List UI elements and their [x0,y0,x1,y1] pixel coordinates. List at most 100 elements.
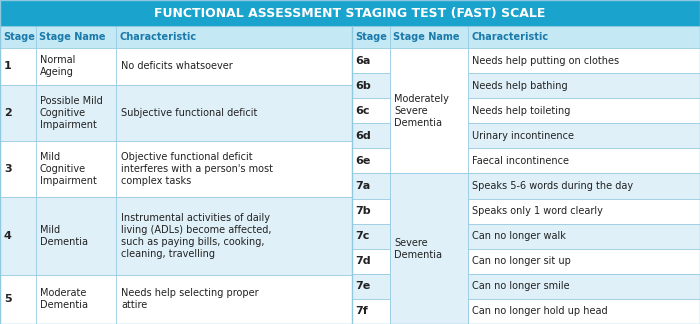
Text: 7f: 7f [355,307,368,317]
Bar [352,123,390,148]
Bar [0,0,700,26]
Text: 6d: 6d [355,131,371,141]
Bar [390,299,468,324]
Text: Characteristic: Characteristic [119,32,196,42]
Bar [0,141,36,197]
Text: Objective functional deficit
interferes with a person's most
complex tasks: Objective functional deficit interferes … [121,152,273,186]
Text: Instrumental activities of daily
living (ADLs) become affected,
such as paying b: Instrumental activities of daily living … [121,213,272,259]
Bar [390,199,468,224]
Bar [468,98,700,123]
Bar [468,73,700,98]
Text: Moderate
Dementia: Moderate Dementia [40,288,88,310]
Bar [36,197,116,275]
Bar [116,141,352,197]
Text: Can no longer walk: Can no longer walk [472,231,566,241]
Bar [390,249,468,274]
Text: Speaks only 1 word clearly: Speaks only 1 word clearly [472,206,603,216]
Text: 7a: 7a [355,181,370,191]
Bar [468,224,700,249]
Bar [36,275,116,324]
Bar [468,249,700,274]
Bar [390,48,468,173]
Bar [468,173,700,199]
Text: Mild
Dementia: Mild Dementia [40,225,88,247]
Text: Faecal incontinence: Faecal incontinence [472,156,569,166]
Text: 7e: 7e [355,281,370,291]
Bar [352,224,390,249]
Text: 7c: 7c [355,231,370,241]
Bar [390,173,468,199]
Bar [0,48,36,85]
Text: Characteristic: Characteristic [471,32,548,42]
Bar [352,199,390,224]
Bar [352,73,390,98]
Text: Stage Name: Stage Name [393,32,459,42]
Text: Needs help toileting: Needs help toileting [472,106,570,116]
Bar [0,275,36,324]
Text: Needs help putting on clothes: Needs help putting on clothes [472,55,619,65]
Bar [390,73,468,98]
Bar [352,148,390,173]
Bar [352,299,390,324]
Text: Mild
Cognitive
Impairment: Mild Cognitive Impairment [40,152,97,186]
Text: Can no longer smile: Can no longer smile [472,281,570,291]
Text: Urinary incontinence: Urinary incontinence [472,131,574,141]
Text: Stage Name: Stage Name [39,32,106,42]
Bar [352,249,390,274]
Bar [116,85,352,141]
Text: 6c: 6c [355,106,370,116]
Bar [116,275,352,324]
Bar [390,26,468,48]
Bar [390,148,468,173]
Bar [0,197,36,275]
Bar [468,48,700,73]
Bar [352,26,390,48]
Bar [352,98,390,123]
Text: Speaks 5-6 words during the day: Speaks 5-6 words during the day [472,181,633,191]
Text: 6a: 6a [355,55,370,65]
Bar [116,197,352,275]
Text: Stage: Stage [355,32,387,42]
Bar [390,123,468,148]
Bar [468,148,700,173]
Text: Can no longer hold up head: Can no longer hold up head [472,307,608,317]
Bar [468,123,700,148]
Text: 7b: 7b [355,206,370,216]
Bar [0,85,36,141]
Bar [468,299,700,324]
Bar [36,141,116,197]
Text: 5: 5 [4,295,12,304]
Bar [390,173,468,324]
Bar [352,173,390,199]
Text: No deficits whatsoever: No deficits whatsoever [121,61,232,71]
Text: 3: 3 [4,164,12,174]
Text: 6b: 6b [355,81,371,91]
Text: Severe
Dementia: Severe Dementia [394,238,442,260]
Bar [390,274,468,299]
Bar [352,48,390,73]
Bar [390,224,468,249]
Text: Can no longer sit up: Can no longer sit up [472,256,571,266]
Text: 4: 4 [4,231,12,241]
Text: Needs help selecting proper
attire: Needs help selecting proper attire [121,288,258,310]
Bar [390,98,468,123]
Bar [468,274,700,299]
Text: FUNCTIONAL ASSESSMENT STAGING TEST (FAST) SCALE: FUNCTIONAL ASSESSMENT STAGING TEST (FAST… [154,6,546,19]
Text: Stage: Stage [3,32,35,42]
Bar [352,274,390,299]
Bar [116,26,352,48]
Text: Subjective functional deficit: Subjective functional deficit [121,108,258,118]
Text: Normal
Ageing: Normal Ageing [40,55,76,77]
Bar [0,26,36,48]
Text: 1: 1 [4,61,12,71]
Text: 2: 2 [4,108,12,118]
Text: Needs help bathing: Needs help bathing [472,81,568,91]
Bar [468,26,700,48]
Bar [36,85,116,141]
Text: 6e: 6e [355,156,370,166]
Text: Possible Mild
Cognitive
Impairment: Possible Mild Cognitive Impairment [40,96,103,130]
Text: 7d: 7d [355,256,370,266]
Bar [468,199,700,224]
Bar [390,48,468,73]
Text: Moderately
Severe
Dementia: Moderately Severe Dementia [394,94,449,128]
